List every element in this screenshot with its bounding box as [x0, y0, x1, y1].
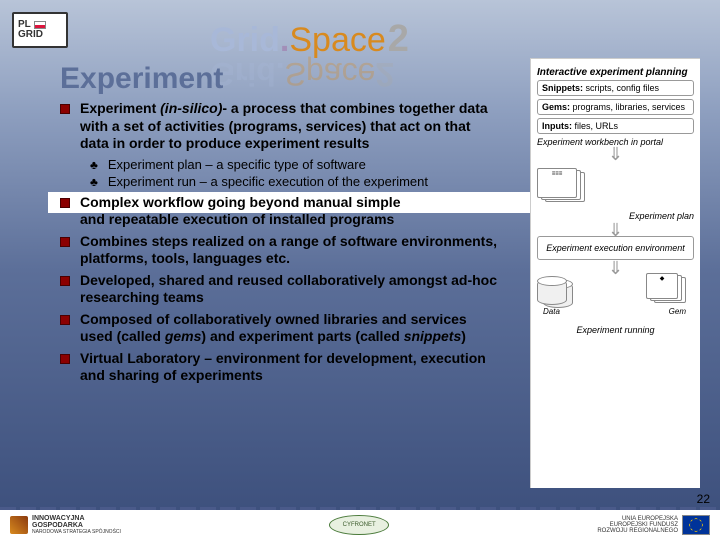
slide-title: Experiment — [60, 62, 223, 96]
bullet-2-line1: Complex workflow going beyond manual sim… — [80, 194, 400, 212]
arrow-down-icon: ⇓ — [537, 149, 694, 160]
bullet-square-icon — [60, 354, 70, 364]
arrow-down-icon: ⇓ — [537, 225, 694, 236]
workflow-diagram: Interactive experiment planning Snippets… — [530, 58, 700, 488]
footer-bar: INNOWACYJNA GOSPODARKA NARODOWA STRATEGI… — [0, 510, 720, 540]
diagram-box-snippets: Snippets: scripts, config files — [537, 80, 694, 96]
subbullet-2: ♣ Experiment run – a specific execution … — [90, 174, 500, 190]
page-number: 22 — [697, 492, 710, 506]
bullet-4-text: Developed, shared and reused collaborati… — [80, 272, 500, 307]
bullet-square-icon — [60, 198, 70, 208]
slide-content: Experiment (in-silico)- a process that c… — [60, 100, 500, 389]
footer-left-logo: INNOWACYJNA GOSPODARKA NARODOWA STRATEGI… — [10, 515, 121, 535]
arrow-down-icon: ⇓ — [537, 263, 694, 274]
bullet-square-icon — [60, 237, 70, 247]
club-icon: ♣ — [90, 158, 98, 172]
diagram-gem-label: Gem — [669, 307, 686, 316]
bullet-square-icon — [60, 104, 70, 114]
eu-flag-icon — [682, 515, 710, 535]
bullet-1-text: Experiment (in-silico)- a process that c… — [80, 100, 500, 153]
badge-line2: GRID — [18, 30, 62, 40]
diagram-running-panel: Data ◆ Gem — [537, 273, 694, 323]
subbullet-2-text: Experiment run – a specific execution of… — [108, 174, 428, 190]
gridspace-logo-reflection: Grid.Space2 — [210, 54, 394, 93]
bullet-5: Composed of collaboratively owned librar… — [60, 311, 500, 346]
bullet-square-icon — [60, 315, 70, 325]
eu-line3: ROZWOJU REGIONALNEGO — [597, 528, 678, 534]
bullet-6-text: Virtual Laboratory – environment for dev… — [80, 350, 500, 385]
ig-line3: NARODOWA STRATEGIA SPÓJNOŚCI — [32, 529, 121, 535]
bullet-6: Virtual Laboratory – environment for dev… — [60, 350, 500, 385]
bullet-2-continued: and repeatable execution of installed pr… — [60, 211, 500, 229]
poland-flag-icon — [34, 21, 46, 29]
bullet-square-icon — [60, 276, 70, 286]
club-icon: ♣ — [90, 175, 98, 189]
diagram-running-label: Experiment running — [537, 325, 694, 335]
cyfronet-logo: CYFRONET — [329, 515, 389, 535]
bullet-1: Experiment (in-silico)- a process that c… — [60, 100, 500, 153]
bullet-2-line2: and repeatable execution of installed pr… — [80, 211, 394, 229]
diagram-data-label: Data — [543, 307, 560, 316]
bullet-3: Combines steps realized on a range of so… — [60, 233, 500, 268]
pl-grid-badge: PL GRID — [12, 12, 68, 48]
bullet-3-text: Combines steps realized on a range of so… — [80, 233, 500, 268]
subbullet-1: ♣ Experiment plan – a specific type of s… — [90, 157, 500, 173]
footer-right-logo: UNIA EUROPEJSKA EUROPEJSKI FUNDUSZ ROZWO… — [597, 515, 710, 535]
diagram-box-gems: Gems: programs, libraries, services — [537, 99, 694, 115]
bullet-4: Developed, shared and reused collaborati… — [60, 272, 500, 307]
ig-logo-icon — [10, 516, 28, 534]
ig-line2: GOSPODARKA — [32, 522, 121, 529]
diagram-panel1-label: Interactive experiment planning — [537, 67, 694, 78]
subbullet-1-text: Experiment plan – a specific type of sof… — [108, 157, 366, 173]
ig-line1: INNOWACYJNA — [32, 515, 121, 522]
diagram-panel-plan: ≡≡≡ Experiment plan — [537, 168, 694, 221]
diagram-box-inputs: Inputs: files, URLs — [537, 118, 694, 134]
bullet-2-highlight: Complex workflow going beyond manual sim… — [48, 192, 530, 214]
bullet-5-text: Composed of collaboratively owned librar… — [80, 311, 500, 346]
